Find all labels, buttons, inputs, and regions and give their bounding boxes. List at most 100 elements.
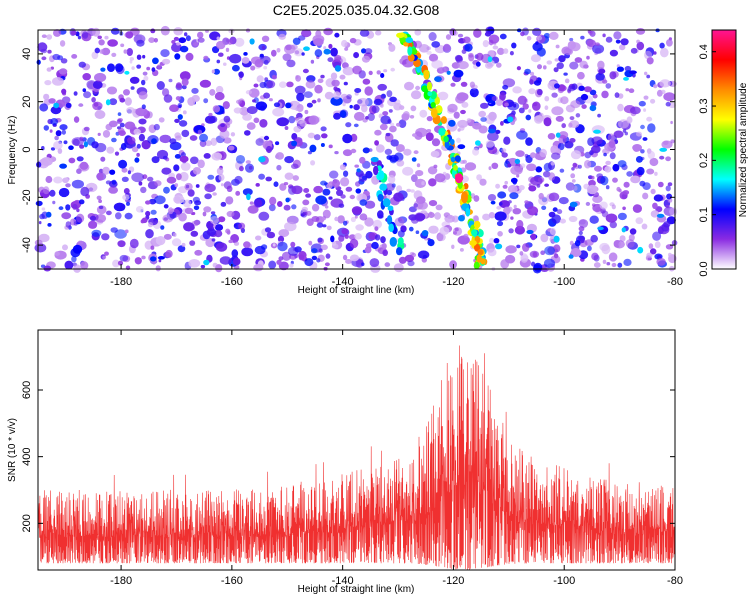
heatmap-cell: [165, 249, 173, 258]
heatmap-cell: [488, 111, 497, 121]
heatmap-hotspot: [616, 66, 625, 72]
heatmap-cell: [324, 262, 330, 267]
heatmap-hotspot: [510, 177, 518, 184]
colorbar-tick-label: 0.1: [698, 207, 710, 222]
heatmap-cell: [174, 154, 181, 159]
heatmap-cell: [367, 113, 375, 121]
colorbar-frame: [711, 29, 737, 270]
heatmap-cell: [231, 249, 239, 258]
heatmap-cell: [96, 195, 102, 200]
heatmap-cell: [249, 201, 254, 205]
heatmap-cell: [328, 196, 333, 200]
heatmap-cell: [131, 146, 139, 153]
heatmap-cell: [612, 177, 618, 183]
heatmap-cell: [98, 205, 104, 210]
heatmap-cell: [615, 39, 621, 44]
heatmap-cell: [346, 94, 352, 100]
heatmap-cell: [463, 233, 469, 238]
heatmap-hotspot: [83, 141, 88, 148]
heatmap-cell: [652, 202, 658, 209]
heatmap-cell: [153, 38, 158, 43]
heatmap-cell: [548, 211, 556, 218]
ridge-cell: [471, 229, 478, 237]
heatmap-hotspot: [555, 132, 561, 138]
heatmap-cell: [611, 204, 616, 210]
heatmap-cell: [266, 80, 276, 89]
heatmap-cell: [213, 68, 221, 75]
heatmap-cell: [210, 137, 218, 146]
heatmap-cell: [302, 199, 310, 206]
ridge-cell: [377, 194, 384, 202]
heatmap-cell: [268, 204, 276, 212]
heatmap-cell: [359, 29, 370, 37]
heatmap-cell: [155, 265, 161, 272]
heatmap-cell: [181, 78, 189, 86]
heatmap-cell: [38, 221, 42, 225]
heatmap-hotspot: [434, 76, 442, 82]
heatmap-cell: [605, 213, 618, 223]
heatmap-cell: [57, 148, 63, 154]
heatmap-cell: [668, 252, 672, 258]
heatmap-cell: [194, 200, 202, 206]
heatmap-cell: [305, 210, 312, 216]
heatmap-cell: [380, 103, 384, 108]
heatmap-cell: [173, 195, 185, 204]
heatmap-hotspot: [246, 193, 251, 201]
heatmap-hotspot: [621, 227, 626, 233]
heatmap-cell: [317, 98, 321, 103]
heatmap-cell: [617, 262, 623, 268]
heatmap-cell: [40, 157, 53, 166]
ridge-cell: [388, 223, 395, 232]
ridge-cell: [407, 46, 413, 56]
heatmap-cell: [518, 185, 525, 191]
heatmap-cell: [642, 182, 651, 191]
heatmap-cell: [643, 108, 647, 112]
heatmap-cell: [94, 110, 106, 119]
heatmap-cell: [315, 30, 322, 38]
heatmap-y-tick-label: 40: [21, 48, 33, 60]
heatmap-cell: [343, 170, 349, 177]
heatmap-cell: [487, 248, 497, 257]
heatmap-cell: [284, 172, 294, 180]
heatmap-cell: [226, 210, 235, 218]
heatmap-cell: [223, 115, 231, 123]
heatmap-hotspot: [100, 67, 106, 72]
heatmap-cell: [91, 141, 99, 149]
ridge-cell: [387, 205, 394, 211]
heatmap-cell: [532, 251, 538, 258]
heatmap-cell: [173, 164, 180, 172]
heatmap-cell: [171, 39, 176, 44]
heatmap-cell: [320, 74, 325, 79]
ridge-cell: [399, 37, 407, 43]
heatmap-hotspot: [458, 215, 465, 222]
heatmap-cell: [41, 34, 47, 38]
heatmap-cell: [650, 248, 657, 255]
heatmap-cell: [121, 167, 128, 173]
heatmap-cell: [218, 173, 225, 182]
heatmap-cell: [334, 32, 340, 38]
heatmap-cell: [425, 132, 434, 142]
heatmap-cell: [175, 96, 181, 101]
heatmap-cell: [473, 28, 482, 38]
heatmap-cell: [114, 229, 127, 239]
heatmap-cell: [626, 171, 633, 177]
heatmap-cell: [500, 121, 504, 126]
heatmap-cell: [382, 249, 389, 256]
heatmap-cell: [402, 166, 414, 176]
heatmap-cell: [62, 177, 69, 184]
heatmap-cell: [97, 132, 101, 136]
heatmap-cell: [431, 41, 441, 48]
ridge-cell: [396, 247, 403, 256]
heatmap-cell: [507, 163, 512, 168]
heatmap-hotspot: [334, 65, 342, 72]
heatmap-cell: [554, 83, 560, 89]
heatmap-cell: [648, 243, 654, 249]
heatmap-hotspot: [514, 158, 521, 165]
heatmap-hotspot: [152, 57, 159, 65]
heatmap-hotspot: [291, 140, 298, 147]
heatmap-cell: [520, 163, 526, 169]
heatmap-cell: [232, 257, 241, 266]
heatmap-cell: [665, 101, 671, 107]
heatmap-cell: [396, 185, 403, 193]
heatmap-x-tick-label: -100: [553, 276, 575, 288]
